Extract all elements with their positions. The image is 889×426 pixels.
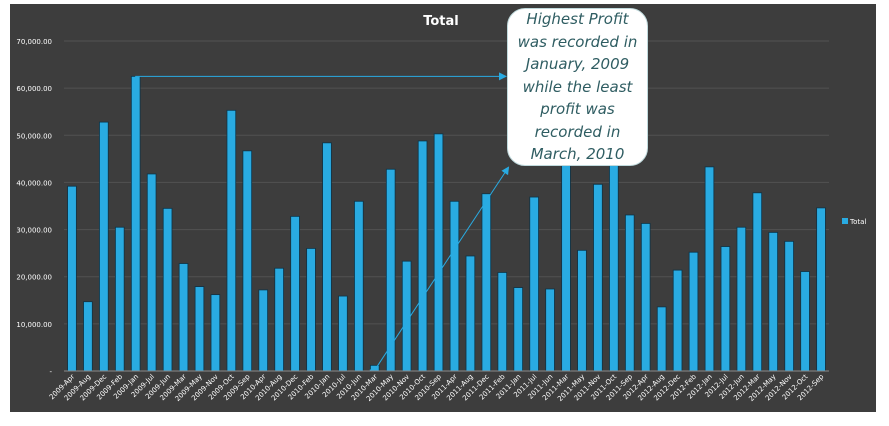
bar [768,231,779,372]
annotation-text: Highest Profit was recorded in January, … [518,8,638,166]
bar [242,150,253,372]
bar [178,263,189,372]
bar [593,183,603,372]
bar [417,140,428,372]
legend-label: Total [849,218,866,226]
bar [274,267,284,372]
bar [656,306,667,372]
bar [800,271,810,372]
bar [561,153,571,372]
y-tick-label: 20,000.00 [16,274,52,282]
annotation-line: January, 2009 [525,55,630,74]
annotation-arrow-highest [135,72,507,85]
bar [210,294,221,372]
legend: Total [842,218,866,226]
bar [624,214,635,372]
bar [114,226,125,372]
bar [338,295,348,372]
bar [67,185,77,372]
y-tick-label: - [49,368,52,376]
annotation-line: March, 2010 [530,145,625,164]
bar [99,121,109,372]
bar [481,193,492,372]
annotation-line: while the least [522,77,633,96]
annotation-line: profit was [540,100,615,119]
bar [146,173,157,372]
annotation-line: Highest Profit [526,10,629,29]
bar [433,133,444,372]
y-axis-ticks: - 10,000.00 20,000.00 30,000.00 40,000.00 50,… [16,38,52,376]
bar [449,200,460,372]
bar [306,248,316,372]
bar [704,166,715,372]
bars [67,75,826,372]
bar [162,207,173,372]
bar [688,251,699,372]
bar [258,289,269,372]
bar [401,260,412,372]
bar [194,286,205,372]
bar [545,288,555,372]
y-tick-label: 60,000.00 [16,85,52,93]
bar [784,240,794,372]
bar [130,75,141,372]
y-tick-label: 10,000.00 [16,321,52,329]
bar [354,200,364,372]
chart-title: Total [423,14,459,29]
bar [83,301,93,372]
legend-swatch [842,218,848,224]
bar [720,246,731,372]
bar [513,287,524,372]
bar [322,142,332,372]
bar [736,226,747,372]
y-tick-label: 70,000.00 [16,38,52,46]
y-tick-label: 40,000.00 [16,179,52,187]
annotation-arrow-lowest [369,166,510,371]
bar [752,192,763,372]
y-tick-label: 30,000.00 [16,227,52,235]
bar [640,223,651,372]
bar [577,249,587,372]
annotation-arrows [135,72,510,371]
annotation-line: recorded in [534,122,621,141]
bar [226,109,237,372]
bar [465,255,476,372]
bar [816,207,826,372]
bar [290,215,300,372]
annotation-line: was recorded in [517,32,638,51]
bar [609,159,619,372]
bar [529,196,539,372]
annotation-callout: Highest Profit was recorded in January, … [507,8,648,166]
grid-lines [64,40,829,325]
bar [672,269,683,372]
bar [497,272,508,372]
y-tick-label: 50,000.00 [16,132,52,140]
